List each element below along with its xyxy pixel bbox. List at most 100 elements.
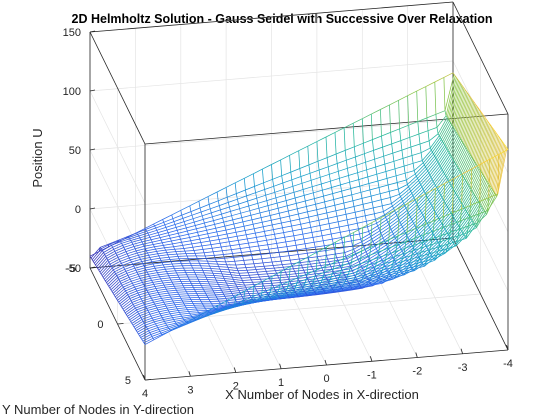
surface-line-y [162, 240, 172, 244]
surface-line-x [223, 294, 226, 297]
surface-line-y [462, 168, 472, 175]
surface-line-x [306, 291, 308, 294]
surface-line-x [148, 312, 151, 315]
surface-line-x [414, 225, 417, 228]
surface-line-y [216, 229, 226, 233]
surface-line-x [169, 277, 172, 281]
surface-line-x [439, 219, 441, 222]
surface-line-y [128, 273, 139, 278]
surface-line-y [434, 171, 444, 184]
surface-line-y [470, 201, 480, 206]
surface-line-x [167, 309, 170, 313]
surface-line-y [141, 295, 151, 300]
x-tick-mark [506, 344, 509, 351]
surface-line-x [372, 139, 374, 151]
surface-line-y [462, 98, 473, 143]
surface-line-y [163, 300, 173, 303]
surface-line-y [384, 160, 395, 165]
surface-line-x [477, 200, 480, 203]
surface-line-x [233, 257, 236, 262]
surface-line-x [255, 192, 258, 199]
surface-line-x [417, 259, 419, 264]
surface-line-x [187, 258, 190, 262]
surface-line-y [165, 321, 175, 324]
surface-line-x [383, 240, 386, 243]
surface-line-x [482, 173, 484, 176]
surface-line-x [182, 265, 184, 269]
surface-line-x [199, 238, 202, 243]
surface-line-x [318, 220, 321, 226]
surface-line-y [211, 270, 221, 272]
surface-line-x [158, 294, 161, 297]
surface-line-y [189, 312, 199, 314]
surface-line-x [252, 224, 255, 229]
surface-line-x [264, 231, 266, 236]
surface-line-y [355, 274, 365, 278]
surface-line-y [427, 187, 437, 198]
surface-line-x [495, 132, 498, 135]
surface-line-x [380, 269, 383, 273]
surface-line-x [436, 159, 439, 163]
surface-line-y [405, 270, 415, 274]
surface-line-x [328, 223, 331, 229]
surface-line-y [168, 274, 178, 277]
surface-line-x [394, 210, 397, 214]
surface-line-x [129, 279, 132, 282]
surface-line-y [133, 320, 144, 328]
surface-line-y [403, 195, 414, 204]
surface-line-x [178, 258, 181, 262]
surface-line-x [179, 324, 182, 328]
z-tick-label: 100 [63, 86, 81, 98]
surface-line-x [156, 230, 159, 233]
surface-line-x [350, 188, 353, 195]
surface-line-y [401, 190, 411, 200]
surface-line-x [202, 304, 205, 308]
surface-line-y [258, 205, 269, 209]
surface-line-x [295, 291, 297, 295]
surface-line-x [122, 286, 125, 290]
surface-line-x [355, 156, 357, 166]
surface-line-x [143, 342, 146, 345]
surface-line-x [431, 231, 434, 239]
surface-line-y [134, 284, 144, 288]
surface-line-x [471, 220, 474, 223]
surface-line-y [166, 227, 177, 231]
surface-line-x [189, 281, 192, 284]
surface-line-x [374, 213, 376, 220]
surface-line-y [390, 193, 400, 198]
surface-line-y [296, 278, 307, 283]
surface-line-x [484, 177, 487, 180]
surface-line-y [267, 272, 277, 275]
surface-line-x [462, 86, 465, 89]
surface-line-y [380, 191, 390, 195]
surface-line-x [130, 240, 133, 243]
surface-line-x [445, 230, 448, 234]
surface-line-y [173, 301, 184, 304]
surface-line-x [345, 160, 348, 169]
surface-line-x [340, 184, 342, 192]
surface-line-x [282, 227, 284, 233]
surface-line-x [318, 169, 321, 178]
surface-line-y [351, 281, 361, 284]
surface-line-y [459, 152, 470, 172]
surface-line-x [361, 118, 364, 144]
surface-line-y [378, 269, 388, 277]
surface-line-x [467, 183, 470, 186]
surface-line-x [173, 221, 176, 225]
surface-line-x [343, 202, 346, 209]
surface-line-y [165, 268, 175, 270]
surface-line-y [441, 185, 452, 198]
surface-line-x [222, 292, 225, 295]
surface-line-y [380, 272, 390, 276]
surface-line-y [271, 217, 281, 221]
surface-line-x [180, 263, 183, 266]
surface-line-x [419, 252, 422, 257]
surface-line-y [323, 288, 333, 291]
surface-line-y [381, 197, 391, 201]
surface-line-x [336, 216, 339, 222]
surface-line-x [194, 318, 197, 320]
surface-line-y [457, 211, 467, 225]
surface-line-x [148, 255, 151, 258]
surface-line-y [358, 282, 368, 285]
surface-line-y [218, 237, 229, 240]
